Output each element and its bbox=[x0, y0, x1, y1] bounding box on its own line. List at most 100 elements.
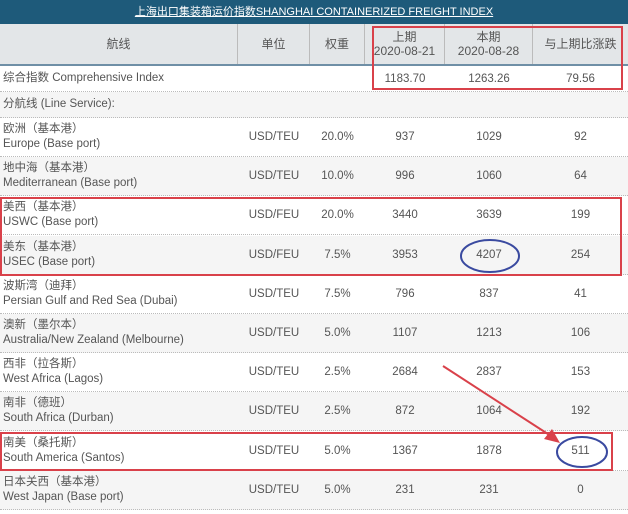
route-en: Europe (Base port) bbox=[3, 138, 101, 150]
route-cell: 澳新（墨尔本） Australia/New Zealand (Melbourne) bbox=[3, 314, 184, 352]
change-cell: 199 bbox=[570, 209, 591, 222]
route-en: USEC (Base port) bbox=[3, 255, 96, 268]
table-row: 南非（德班） South Africa (Durban) USD/TEU 2.5%… bbox=[0, 392, 628, 432]
table-row: 波斯湾（迪拜） Persian Gulf and Red Sea (Dubai) … bbox=[0, 275, 628, 314]
weight-cell: 7.5% bbox=[324, 248, 351, 261]
route-cell: 西非（拉各斯） West Africa (Lagos) bbox=[3, 353, 103, 391]
header-change: 与上期比涨跌 bbox=[544, 37, 617, 51]
curr-cell: 3639 bbox=[476, 209, 502, 222]
weight-cell: 2.5% bbox=[324, 405, 351, 418]
weight-cell: 20.0% bbox=[321, 131, 354, 143]
table-row: 欧洲（基本港） Europe (Base port) USD/TEU 20.0% … bbox=[0, 118, 628, 157]
curr-cell: 837 bbox=[479, 287, 499, 300]
prev-cell: 2684 bbox=[392, 366, 418, 379]
prev-cell: 3440 bbox=[392, 209, 418, 222]
unit-cell: USD/TEU bbox=[248, 444, 300, 457]
prev-cell: 996 bbox=[395, 170, 415, 183]
prev-cell: 231 bbox=[395, 483, 415, 496]
comprehensive-label: 综合指数 Comprehensive Index bbox=[3, 72, 165, 84]
unit-cell: USD/FEU bbox=[248, 248, 300, 261]
page-title[interactable]: 上海出口集装箱运价指数SHANGHAI CONTAINERIZED FREIGH… bbox=[0, 0, 628, 24]
route-cell: 美西（基本港） USWC (Base port) bbox=[3, 196, 98, 234]
route-cell: 美东（基本港） USEC (Base port) bbox=[3, 236, 95, 274]
header-prev-label: 上期 bbox=[392, 30, 417, 44]
route-en: Australia/New Zealand (Melbourne) bbox=[3, 334, 184, 346]
table-row: 美东（基本港） USEC (Base port) USD/FEU 7.5% 395… bbox=[0, 235, 628, 275]
weight-cell: 2.5% bbox=[324, 366, 351, 379]
route-en: Mediterranean (Base port) bbox=[3, 177, 138, 190]
prev-cell: 1107 bbox=[392, 327, 418, 339]
table-row: 美西（基本港） USWC (Base port) USD/FEU 20.0% 34… bbox=[0, 196, 628, 236]
header-curr-label: 本期 bbox=[476, 30, 501, 44]
route-cn: 澳新（墨尔本） bbox=[3, 319, 84, 331]
route-en: South America (Santos) bbox=[3, 451, 125, 464]
unit-cell: USD/TEU bbox=[248, 170, 300, 183]
curr-cell: 1064 bbox=[476, 405, 502, 418]
change-cell: 153 bbox=[570, 366, 591, 379]
route-cn: 美西（基本港） bbox=[3, 201, 84, 214]
curr-cell: 231 bbox=[479, 483, 499, 496]
unit-cell: USD/TEU bbox=[248, 483, 300, 496]
curr-cell: 1029 bbox=[476, 131, 502, 143]
unit-cell: USD/TEU bbox=[248, 366, 300, 379]
route-cn: 欧洲（基本港） bbox=[3, 123, 84, 135]
change-cell: 64 bbox=[574, 170, 587, 183]
route-cn: 地中海（基本港） bbox=[3, 162, 95, 175]
weight-cell: 20.0% bbox=[321, 209, 354, 222]
table-row: 日本关西（基本港） West Japan (Base port) USD/TEU … bbox=[0, 470, 628, 510]
prev-cell: 872 bbox=[395, 405, 415, 418]
route-cn: 南美（桑托斯） bbox=[3, 436, 84, 449]
route-cn: 南非（德班） bbox=[3, 397, 72, 410]
route-en: West Africa (Lagos) bbox=[3, 373, 104, 386]
prev-cell: 1367 bbox=[392, 444, 418, 457]
change-cell: 0 bbox=[577, 483, 584, 496]
curr-cell: 1060 bbox=[476, 170, 502, 183]
weight-cell: 5.0% bbox=[324, 444, 351, 457]
prev-cell: 937 bbox=[395, 131, 415, 143]
weight-cell: 7.5% bbox=[324, 287, 351, 300]
comprehensive-curr: 1263.26 bbox=[468, 72, 510, 85]
weight-cell: 5.0% bbox=[324, 327, 351, 339]
header-unit: 单位 bbox=[238, 24, 310, 64]
route-cn: 日本关西（基本港） bbox=[3, 475, 107, 488]
route-cn: 西非（拉各斯） bbox=[3, 358, 84, 371]
unit-cell: USD/TEU bbox=[248, 287, 300, 300]
unit-cell: USD/FEU bbox=[248, 209, 300, 222]
prev-cell: 3953 bbox=[392, 248, 418, 261]
line-service-row: 分航线 (Line Service): bbox=[0, 92, 628, 118]
header-curr-date: 2020-08-28 bbox=[457, 44, 520, 58]
table-row: 地中海（基本港） Mediterranean (Base port) USD/TE… bbox=[0, 157, 628, 197]
route-en: Persian Gulf and Red Sea (Dubai) bbox=[3, 294, 178, 307]
change-cell: 106 bbox=[570, 327, 591, 339]
curr-cell: 1878 bbox=[476, 444, 502, 457]
comprehensive-change: 79.56 bbox=[566, 72, 595, 85]
header-prev: 上期 2020-08-21 bbox=[365, 24, 445, 64]
route-cell: 地中海（基本港） Mediterranean (Base port) bbox=[3, 157, 137, 195]
header-curr: 本期 2020-08-28 bbox=[445, 24, 533, 64]
route-cell: 日本关西（基本港） West Japan (Base port) bbox=[3, 471, 124, 509]
weight-cell: 10.0% bbox=[321, 170, 354, 183]
prev-cell: 796 bbox=[395, 287, 415, 300]
table-row: 南美（桑托斯） South America (Santos) USD/TEU 5.… bbox=[0, 432, 628, 471]
route-cell: 南美（桑托斯） South America (Santos) bbox=[3, 432, 124, 470]
header-prev-date: 2020-08-21 bbox=[373, 44, 436, 58]
change-cell: 511 bbox=[571, 444, 590, 457]
curr-cell: 1213 bbox=[476, 327, 502, 339]
route-cell: 波斯湾（迪拜） Persian Gulf and Red Sea (Dubai) bbox=[3, 275, 178, 313]
table-row: 西非（拉各斯） West Africa (Lagos) USD/TEU 2.5% … bbox=[0, 353, 628, 393]
route-en: West Japan (Base port) bbox=[3, 490, 124, 503]
change-cell: 254 bbox=[570, 248, 591, 261]
route-cn: 波斯湾（迪拜） bbox=[3, 279, 84, 292]
header-route: 航线 bbox=[0, 24, 238, 64]
change-cell: 41 bbox=[574, 287, 587, 300]
header-weight: 权重 bbox=[310, 24, 365, 64]
comprehensive-row: 综合指数 Comprehensive Index 1183.70 1263.26… bbox=[0, 66, 628, 92]
route-en: South Africa (Durban) bbox=[3, 412, 114, 425]
change-cell: 92 bbox=[574, 131, 587, 143]
comprehensive-prev: 1183.70 bbox=[384, 72, 426, 85]
curr-cell: 2837 bbox=[476, 366, 502, 379]
route-cell: 欧洲（基本港） Europe (Base port) bbox=[3, 118, 100, 156]
route-cell: 南非（德班） South Africa (Durban) bbox=[3, 392, 114, 430]
unit-cell: USD/TEU bbox=[248, 131, 300, 143]
table-row: 澳新（墨尔本） Australia/New Zealand (Melbourne)… bbox=[0, 314, 628, 353]
